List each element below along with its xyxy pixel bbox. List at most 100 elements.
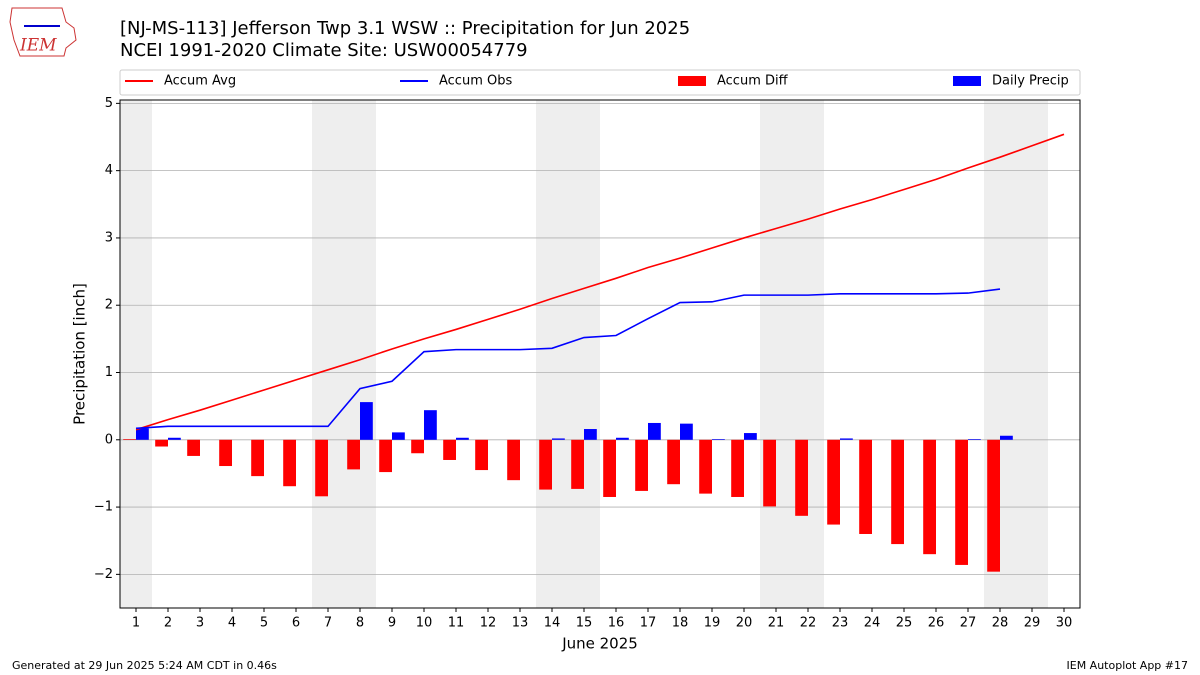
bar (475, 439, 488, 471)
x-tick-label: 26 (928, 616, 945, 631)
bar (392, 432, 405, 440)
bar (648, 422, 661, 440)
chart-subtitle: NCEI 1991-2020 Climate Site: USW00054779 (120, 40, 528, 61)
line (135, 288, 1001, 430)
x-tick-label: 10 (416, 616, 433, 631)
bar (923, 439, 936, 555)
bar (168, 437, 181, 440)
bar (360, 402, 373, 440)
x-tick-label: 17 (640, 616, 657, 631)
x-tick-label: 6 (292, 616, 300, 631)
x-axis-label: June 2025 (561, 635, 638, 653)
x-tick-label: 8 (356, 616, 364, 631)
logo-text: IEM (19, 36, 57, 56)
x-tick-label: 21 (768, 616, 785, 631)
bar (635, 439, 648, 491)
line (135, 133, 1065, 431)
bar (379, 439, 392, 473)
bar (667, 439, 680, 485)
bar (187, 439, 200, 456)
bar (507, 439, 520, 481)
bar (315, 439, 328, 497)
logo-outline (9, 7, 77, 57)
legend-box (119, 69, 1081, 96)
bar (456, 437, 469, 440)
bar (539, 439, 552, 490)
x-tick-label: 30 (1056, 616, 1073, 631)
legend-label: Accum Obs (439, 74, 512, 89)
y-tick-label: −2 (94, 567, 113, 582)
bar (123, 439, 136, 440)
legend-label: Accum Diff (717, 74, 789, 89)
x-tick-label: 15 (576, 616, 593, 631)
y-axis-label: Precipitation [inch] (71, 283, 89, 425)
footer-left: Generated at 29 Jun 2025 5:24 AM CDT in … (12, 659, 277, 672)
x-tick-label: 25 (896, 616, 913, 631)
bar (680, 423, 693, 440)
bar (411, 439, 424, 454)
x-tick-label: 24 (864, 616, 881, 631)
bar (251, 439, 264, 477)
x-tick-label: 13 (512, 616, 529, 631)
bar (795, 439, 808, 516)
bar (712, 439, 725, 440)
y-tick-label: 5 (105, 96, 113, 111)
weekend-shade (536, 100, 600, 608)
y-tick-label: 0 (105, 432, 113, 447)
legend-swatch (678, 76, 706, 86)
footer-right: IEM Autoplot App #17 (1067, 659, 1189, 672)
bar (699, 439, 712, 494)
legend-swatch (953, 76, 981, 86)
x-tick-label: 11 (448, 616, 465, 631)
x-tick-label: 3 (196, 616, 204, 631)
bar (744, 433, 757, 440)
x-tick-label: 12 (480, 616, 497, 631)
x-tick-label: 27 (960, 616, 977, 631)
x-tick-label: 7 (324, 616, 332, 631)
bar (443, 439, 456, 460)
x-tick-label: 1 (132, 616, 140, 631)
x-tick-label: 23 (832, 616, 849, 631)
y-tick-label: 1 (105, 365, 113, 380)
bar (1000, 435, 1013, 440)
bar (840, 438, 853, 440)
y-tick-label: 3 (105, 230, 113, 245)
bar (552, 438, 565, 440)
x-tick-label: 4 (228, 616, 236, 631)
legend-label: Daily Precip (992, 74, 1069, 89)
x-tick-label: 22 (800, 616, 817, 631)
bar (219, 439, 232, 467)
bar (827, 439, 840, 525)
bar (968, 439, 981, 440)
y-tick-label: 4 (105, 163, 113, 178)
y-tick-label: 2 (105, 298, 113, 313)
bar (955, 439, 968, 565)
x-tick-label: 20 (736, 616, 753, 631)
bar (859, 439, 872, 534)
y-tick-label: −1 (94, 500, 113, 515)
x-tick-label: 2 (164, 616, 172, 631)
x-tick-label: 14 (544, 616, 561, 631)
bar (424, 410, 437, 440)
x-tick-label: 19 (704, 616, 721, 631)
x-tick-label: 29 (1024, 616, 1041, 631)
legend-label: Accum Avg (164, 74, 236, 89)
bar (155, 439, 168, 447)
bar (571, 439, 584, 489)
weekend-shade (120, 100, 152, 608)
bar (283, 439, 296, 487)
x-tick-label: 18 (672, 616, 689, 631)
bar (584, 429, 597, 440)
bar (731, 439, 744, 497)
x-tick-label: 16 (608, 616, 625, 631)
chart-title: [NJ-MS-113] Jefferson Twp 3.1 WSW :: Pre… (120, 18, 690, 39)
bar (891, 439, 904, 545)
weekend-shade (312, 100, 376, 608)
x-tick-label: 28 (992, 616, 1009, 631)
plot-frame (119, 99, 1081, 609)
x-tick-label: 5 (260, 616, 268, 631)
weekend-shade (760, 100, 824, 608)
bar (987, 439, 1000, 572)
